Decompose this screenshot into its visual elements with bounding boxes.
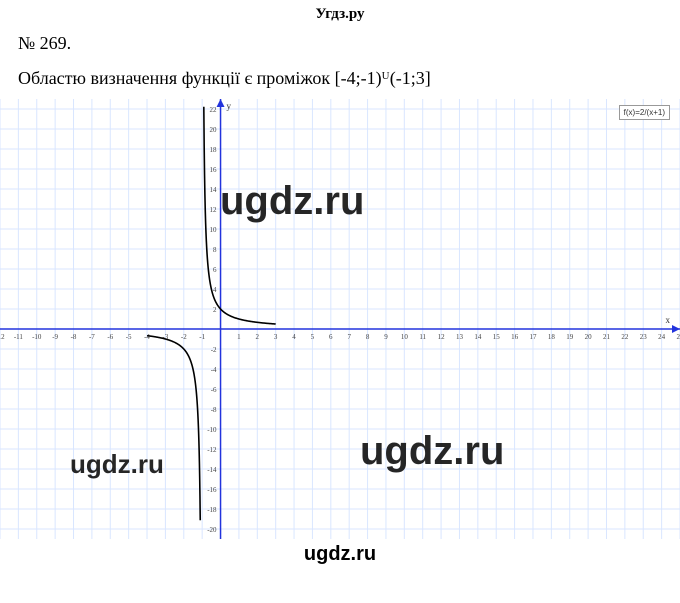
svg-text:2: 2	[213, 306, 217, 314]
svg-text:9: 9	[384, 333, 388, 341]
svg-text:7: 7	[347, 333, 351, 341]
svg-text:12: 12	[438, 333, 446, 341]
svg-text:-12: -12	[207, 446, 217, 454]
svg-text:-12: -12	[0, 333, 5, 341]
svg-text:-1: -1	[199, 333, 205, 341]
svg-text:25: 25	[677, 333, 680, 341]
svg-text:17: 17	[529, 333, 537, 341]
svg-text:5: 5	[311, 333, 315, 341]
svg-text:4: 4	[292, 333, 296, 341]
svg-text:-4: -4	[144, 333, 150, 341]
exercise-label: № 269.	[18, 33, 71, 53]
svg-text:-4: -4	[211, 366, 217, 374]
svg-text:4: 4	[213, 286, 217, 294]
exercise-description: Областю визначення функції є проміжок [-…	[0, 54, 680, 89]
svg-text:18: 18	[210, 146, 218, 154]
svg-text:24: 24	[658, 333, 666, 341]
svg-text:1: 1	[237, 333, 241, 341]
svg-text:-8: -8	[211, 406, 217, 414]
svg-text:8: 8	[213, 246, 217, 254]
svg-text:13: 13	[456, 333, 464, 341]
svg-text:-14: -14	[207, 466, 217, 474]
svg-text:8: 8	[366, 333, 370, 341]
svg-text:10: 10	[210, 226, 218, 234]
site-header: Угдз.ру	[0, 0, 680, 23]
svg-text:3: 3	[274, 333, 278, 341]
svg-text:-6: -6	[107, 333, 113, 341]
svg-text:2: 2	[256, 333, 260, 341]
svg-text:-18: -18	[207, 506, 217, 514]
svg-text:-2: -2	[181, 333, 187, 341]
svg-text:-10: -10	[32, 333, 42, 341]
function-chart: xy-12-11-10-9-8-7-6-5-4-3-2-112345678910…	[0, 99, 680, 539]
svg-text:15: 15	[493, 333, 501, 341]
svg-text:23: 23	[640, 333, 648, 341]
description-text: Областю визначення функції є проміжок [-…	[18, 68, 431, 88]
svg-text:x: x	[666, 315, 671, 325]
chart-container: f(x)=2/(x+1) xy-12-11-10-9-8-7-6-5-4-3-2…	[0, 99, 680, 539]
svg-text:16: 16	[511, 333, 519, 341]
svg-text:18: 18	[548, 333, 556, 341]
footer-watermark: ugdz.ru	[0, 539, 680, 566]
svg-text:-2: -2	[211, 346, 217, 354]
svg-text:20: 20	[585, 333, 593, 341]
svg-text:-16: -16	[207, 486, 217, 494]
svg-text:6: 6	[329, 333, 333, 341]
legend: f(x)=2/(x+1)	[619, 105, 670, 120]
svg-text:14: 14	[474, 333, 482, 341]
svg-text:22: 22	[621, 333, 629, 341]
svg-text:-20: -20	[207, 526, 217, 534]
svg-text:-5: -5	[126, 333, 132, 341]
svg-text:14: 14	[210, 186, 218, 194]
svg-text:-8: -8	[71, 333, 77, 341]
svg-text:22: 22	[210, 106, 218, 114]
svg-text:12: 12	[210, 206, 218, 214]
svg-text:21: 21	[603, 333, 611, 341]
svg-text:10: 10	[401, 333, 409, 341]
svg-text:-11: -11	[14, 333, 24, 341]
svg-text:y: y	[227, 101, 232, 111]
exercise-number: № 269.	[0, 23, 680, 54]
svg-text:11: 11	[419, 333, 426, 341]
legend-text: f(x)=2/(x+1)	[624, 108, 665, 117]
svg-text:-9: -9	[52, 333, 58, 341]
svg-text:6: 6	[213, 266, 217, 274]
svg-text:20: 20	[210, 126, 218, 134]
svg-text:-10: -10	[207, 426, 217, 434]
site-name: Угдз.ру	[315, 6, 364, 22]
svg-text:-6: -6	[211, 386, 217, 394]
svg-text:-7: -7	[89, 333, 95, 341]
page: Угдз.ру № 269. Областю визначення функці…	[0, 0, 680, 603]
svg-text:19: 19	[566, 333, 574, 341]
svg-text:16: 16	[210, 166, 218, 174]
